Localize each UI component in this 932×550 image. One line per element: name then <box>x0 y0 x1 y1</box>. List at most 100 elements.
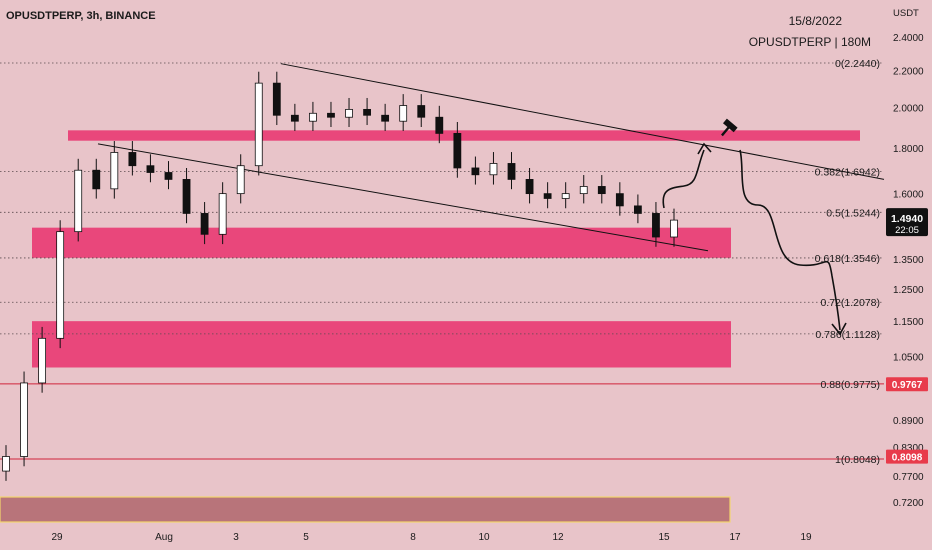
candle <box>615 182 624 216</box>
candle <box>290 103 299 131</box>
current-price-tag <box>886 208 928 237</box>
support-zone <box>32 227 731 258</box>
candle <box>471 156 480 185</box>
y-tick-label: 2.4000 <box>893 33 924 44</box>
candle <box>417 94 426 128</box>
candle-body <box>182 179 191 214</box>
candle <box>507 152 516 190</box>
price-tag-value: 0.8098 <box>892 453 923 464</box>
candle-body <box>218 193 227 235</box>
candle <box>254 71 263 176</box>
candle-body <box>381 114 390 122</box>
candle <box>218 182 227 245</box>
price-axis[interactable]: 2.4000 2.2000 2.0000 1.8000 1.6000 1.3500 1.25… <box>893 33 924 509</box>
y-tick-label: 1.8000 <box>893 144 924 155</box>
candle <box>38 326 47 393</box>
y-tick-label: 0.7200 <box>893 498 924 509</box>
drawings-layer <box>662 118 847 336</box>
upper-trendline <box>280 63 885 180</box>
trendline-layer <box>97 63 885 252</box>
candle-body <box>272 82 281 116</box>
lower-support-zone <box>32 321 731 368</box>
x-tick-label: 8 <box>410 532 416 543</box>
candle-body <box>110 152 119 190</box>
lower-trendline <box>97 143 709 252</box>
y-tick-label: 0.8300 <box>893 443 924 454</box>
current-price-value: 1.4940 <box>891 213 923 225</box>
candle <box>200 202 209 245</box>
candle-body <box>236 165 245 195</box>
candle <box>146 154 155 183</box>
candle-body <box>453 133 462 169</box>
y-tick-label: 2.2000 <box>893 67 924 78</box>
candle-body <box>309 112 317 122</box>
fib-label: 0.786(1.1128) <box>815 329 880 341</box>
candle <box>164 161 173 190</box>
date-label: 15/8/2022 <box>789 14 843 28</box>
candles-layer <box>2 71 678 481</box>
x-tick-label: 3 <box>233 532 239 543</box>
y-tick-label: 1.0500 <box>893 352 924 363</box>
y-tick-label: 1.3500 <box>893 255 924 266</box>
countdown-label: 22:05 <box>895 225 919 236</box>
x-tick-label: 12 <box>552 532 564 543</box>
candle <box>20 371 28 467</box>
candle-body <box>435 116 444 134</box>
candle-body <box>507 163 516 180</box>
candle-body <box>670 219 678 238</box>
y-tick-label: 2.0000 <box>893 103 924 114</box>
ticker-interval-label: OPUSDTPERP | 180M <box>749 35 871 49</box>
candle-body <box>254 82 263 167</box>
candle-body <box>74 169 83 233</box>
currency-label: USDT <box>893 8 919 19</box>
candle-body <box>56 231 65 339</box>
candle <box>345 97 353 128</box>
fib-label: 1(0.8048) <box>835 454 880 466</box>
y-tick-label: 1.6000 <box>893 190 924 201</box>
candle-body <box>2 456 10 472</box>
y-tick-label: 1.1500 <box>893 317 924 328</box>
fib-layer: 0(2.2440)0.382(1.6942)0.5(1.5244)0.618(1… <box>0 58 884 466</box>
candle-body <box>543 193 552 199</box>
candle-body <box>128 152 137 167</box>
price-tag <box>886 377 928 392</box>
candle-body <box>597 186 606 195</box>
candle-body <box>417 105 426 118</box>
bottom-zone <box>0 496 731 523</box>
price-tag <box>886 449 928 464</box>
candle <box>182 167 191 224</box>
candle <box>272 71 281 126</box>
projection-arrow-up-head <box>697 142 712 155</box>
candle-body <box>579 186 588 195</box>
candle-body <box>327 112 335 118</box>
hammer-icon <box>721 118 738 137</box>
fib-label: 0.72(1.2078) <box>820 297 880 309</box>
candle <box>2 445 10 481</box>
candle <box>74 158 83 242</box>
fib-label: 0.88(0.9775) <box>820 379 880 391</box>
fib-label: 0(2.2440) <box>835 58 880 70</box>
zones-layer <box>0 130 860 523</box>
candle <box>381 103 390 131</box>
y-tick-label: 0.8900 <box>893 416 924 427</box>
time-axis[interactable]: 29 Aug 3 5 8 10 12 15 17 19 <box>51 532 812 543</box>
candle <box>633 194 642 224</box>
candle <box>435 105 444 144</box>
candle <box>597 175 606 204</box>
candle <box>670 208 678 247</box>
x-tick-label: 29 <box>51 532 63 543</box>
candle-body <box>489 163 498 176</box>
fib-label: 0.5(1.5244) <box>826 207 880 219</box>
candle <box>525 167 534 204</box>
candle <box>579 175 588 204</box>
symbol-title: OPUSDTPERP, 3h, BINANCE <box>6 10 156 22</box>
x-tick-label: Aug <box>155 532 173 543</box>
candle-body <box>525 179 534 195</box>
candle <box>453 121 462 178</box>
resistance-zone <box>68 130 860 141</box>
projection-arrow-up <box>662 149 705 209</box>
candle <box>363 97 371 126</box>
